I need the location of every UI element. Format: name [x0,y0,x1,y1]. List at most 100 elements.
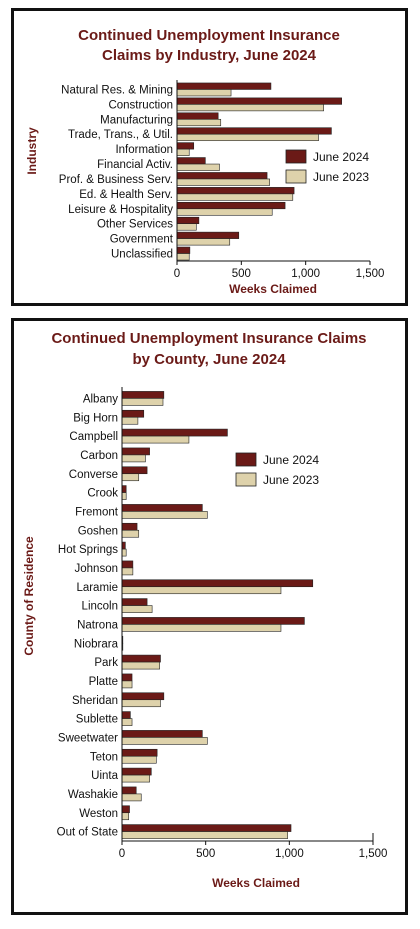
bar-june-2024-converse [121,466,148,475]
bar-june-2023-leisure-hospitality [176,208,273,216]
legend-swatch-june-2023 [235,472,257,487]
legend-label: June 2024 [313,150,369,164]
bar-june-2023-ed-health-serv [176,193,294,201]
category-label: Crook [87,488,118,500]
category-label: Sweetwater [58,732,118,744]
bar-june-2024-park [121,654,161,663]
bar-june-2023-sublette [121,718,133,726]
bar-june-2024-manufacturing [176,112,219,120]
category-label: Weston [79,808,118,820]
bar-june-2023-weston [121,812,129,821]
category-label: Park [94,657,118,669]
bar-june-2024-out-of-state [121,824,292,832]
category-label: Information [115,144,173,156]
category-label: Converse [69,469,118,481]
bar-june-2024-natrona [121,617,305,625]
category-label: Lincoln [82,601,118,613]
bar-june-2023-laramie [121,586,282,595]
bar-june-2023-fremont [121,511,208,519]
bar-june-2024-fremont [121,504,203,512]
category-label: Goshen [78,525,118,537]
bar-june-2023-converse [121,473,140,482]
x-tick-label: 1,000 [275,848,304,860]
category-label: Fremont [75,506,119,518]
bar-june-2024-teton [121,748,158,757]
category-label: Ed. & Health Serv. [79,189,173,201]
bar-june-2023-sweetwater [121,737,208,745]
category-label: Trade, Trans., & Util. [68,129,173,141]
bar-june-2024-weston [121,805,130,814]
bar-june-2023-trade-trans-util [176,133,319,142]
bar-june-2023-prof-business-serv [176,178,270,186]
category-label: Government [110,234,174,246]
bar-june-2024-construction [176,97,342,105]
bar-june-2024-campbell [121,428,228,437]
category-label: Out of State [57,827,118,839]
bar-june-2023-platte [121,680,133,689]
category-label: Niobrara [74,638,119,650]
bar-june-2024-crook [121,485,127,493]
bar-june-2024-unclassified [176,246,191,254]
legend-label: June 2024 [263,453,319,467]
category-label: Prof. & Business Serv. [59,174,173,186]
bar-june-2023-financial-activ [176,163,220,171]
bar-june-2024-prof-business-serv [176,172,268,180]
x-tick-label: 1,000 [291,268,320,280]
bar-june-2024-government [176,231,240,239]
bar-june-2023-albany [121,398,164,406]
category-label: Albany [83,393,118,405]
bar-june-2024-albany [121,391,165,399]
category-label: Manufacturing [100,114,173,126]
bar-june-2023-information [176,148,190,156]
bar-june-2023-uinta [121,774,150,783]
bar-june-2024-financial-activ [176,157,206,165]
bar-june-2024-uinta [121,767,152,776]
industry-chart-panel: Continued Unemployment Insurance Claims b… [11,8,408,306]
bar-june-2024-johnson [121,560,134,569]
county-chart: Continued Unemployment Insurance Claims b… [22,330,388,890]
bar-june-2023-unclassified [176,253,190,261]
bar-june-2023-campbell [121,435,190,444]
legend-label: June 2023 [263,473,319,487]
bar-june-2023-manufacturing [176,118,222,127]
bar-june-2023-government [176,238,231,246]
bar-june-2024-ed-health-serv [176,187,295,195]
x-tick-label: 0 [119,848,125,860]
category-label: Natural Res. & Mining [61,84,173,96]
bar-june-2023-natrona [121,624,282,632]
category-label: Unclassified [111,249,173,261]
chart-title-line: Continued Unemployment Insurance Claims [51,330,366,347]
x-tick-label: 1,500 [359,848,388,860]
bar-june-2023-goshen [121,529,140,538]
bar-june-2023-other-services [176,223,197,231]
category-label: Construction [108,99,173,111]
bar-june-2024-goshen [121,522,138,531]
bar-june-2024-natural-res-mining [176,82,272,90]
x-tick-label: 1,500 [356,268,385,280]
category-label: Johnson [75,563,118,575]
bar-june-2024-platte [121,673,133,682]
category-label: Teton [90,751,118,763]
bar-june-2023-out-of-state [121,831,288,839]
bar-june-2023-natural-res-mining [176,89,232,97]
bar-june-2024-sweetwater [121,730,203,738]
bar-june-2024-big-horn [121,409,145,418]
bar-june-2024-hot-springs [121,541,126,550]
x-tick-label: 0 [174,268,180,280]
legend-swatch-june-2024 [235,452,257,467]
category-label: Financial Activ. [97,159,173,171]
category-label: Washakie [68,789,118,801]
bar-june-2023-washakie [121,793,142,802]
bar-june-2023-sheridan [121,699,161,708]
category-label: Natrona [77,619,119,631]
bar-june-2023-lincoln [121,605,153,613]
bar-june-2024-lincoln [121,598,148,606]
category-label: Sheridan [72,695,118,707]
bar-june-2024-washakie [121,786,137,795]
x-tick-label: 500 [196,848,215,860]
x-axis-label: Weeks Claimed [229,282,317,296]
category-label: Campbell [69,431,118,443]
bar-june-2024-laramie [121,579,314,588]
bar-june-2024-sublette [121,711,131,719]
legend-swatch-june-2023 [285,169,307,184]
